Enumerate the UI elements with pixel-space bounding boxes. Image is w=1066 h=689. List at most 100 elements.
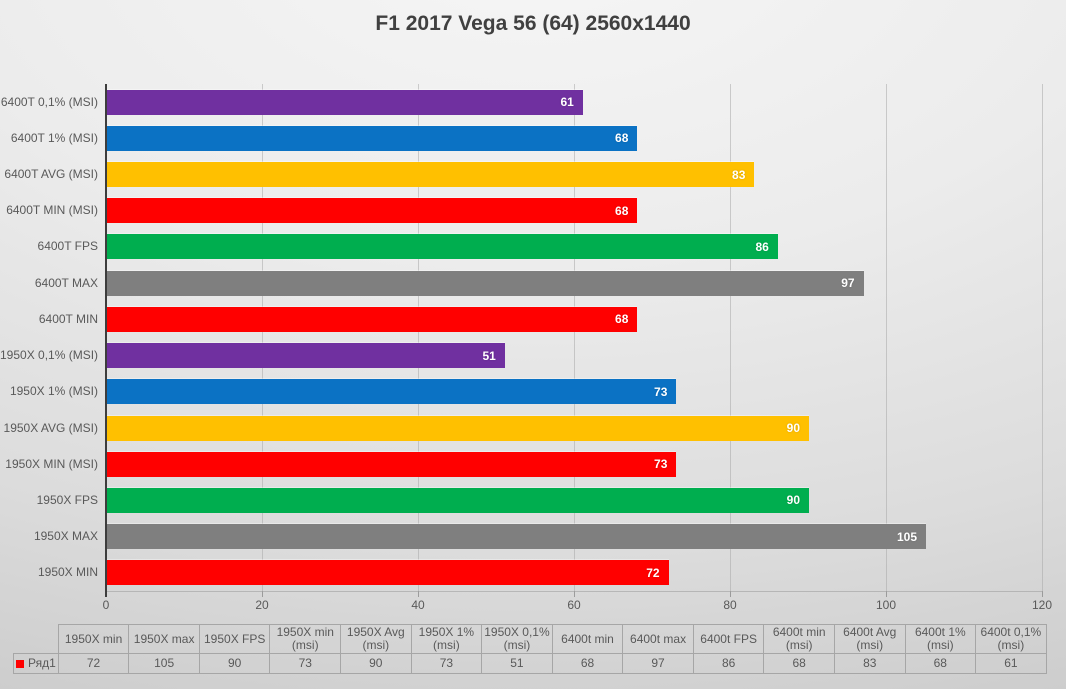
table-value-cell: 51 [481, 653, 553, 674]
bar-value-label: 61 [560, 95, 574, 110]
x-axis-tick-label: 120 [1031, 598, 1053, 612]
table-value-cell: 68 [904, 653, 977, 674]
table-header-cell: 1950X 1% (msi) [410, 624, 483, 654]
x-axis-tick-mark [418, 591, 419, 597]
table-header-cell: 6400t min [551, 624, 624, 654]
table-header-cell: 1950X min [57, 624, 130, 654]
table-header-cell: 6400t Avg (msi) [833, 624, 906, 654]
gridline [418, 84, 419, 591]
y-axis-line [105, 84, 107, 597]
gridline [1042, 84, 1043, 591]
table-value-row: Ряд1 72 105 90 73 90 73 51 68 97 86 68 83 68 61 [13, 653, 1047, 674]
bar-value-label: 90 [786, 493, 800, 508]
table-header-cell: 1950X 0,1% (msi) [481, 624, 553, 654]
bar-value-label: 73 [654, 384, 668, 399]
x-axis-tick-label: 40 [411, 598, 425, 612]
bar-value-label: 73 [654, 457, 668, 472]
bar-value-label: 90 [786, 421, 800, 436]
bar: 73 [107, 451, 677, 477]
bar: 83 [107, 162, 755, 188]
bar: 61 [107, 89, 583, 115]
gridline [262, 84, 263, 591]
table-value-cell: 97 [622, 653, 694, 674]
x-axis-tick-mark [574, 591, 575, 597]
table-header-cell: 6400t FPS [692, 624, 765, 654]
table-header-cell: 6400t min (msi) [763, 624, 835, 654]
table-value-cell: 105 [128, 653, 200, 674]
x-axis-tick-label: 0 [102, 598, 110, 612]
x-axis-line [106, 591, 1043, 592]
x-axis-tick-label: 60 [567, 598, 581, 612]
table-header-cell: 1950X min (msi) [269, 624, 342, 654]
bar: 68 [107, 125, 638, 151]
table-value-cell: 61 [975, 653, 1047, 674]
table-header-cell: 6400t 0,1% (msi) [975, 624, 1047, 654]
bar: 90 [107, 487, 809, 513]
category-label: 1950X FPS [36, 492, 98, 507]
bar: 97 [107, 270, 864, 296]
table-value-cell: 90 [340, 653, 412, 674]
x-axis-tick-mark [730, 591, 731, 597]
category-label: 6400T MIN (MSI) [6, 203, 98, 218]
category-label: 6400T MAX [34, 275, 98, 290]
table-header-cell: 6400t max [622, 624, 694, 654]
bar: 72 [107, 560, 669, 586]
gridline [730, 84, 731, 591]
bar-value-label: 97 [841, 276, 855, 291]
bar: 73 [107, 379, 677, 405]
category-label: 1950X MAX [33, 529, 98, 544]
category-label: 1950X 1% (MSI) [9, 384, 98, 399]
table-value-cell: 73 [410, 653, 483, 674]
bar-value-label: 83 [732, 167, 746, 182]
x-axis-tick-mark [1042, 591, 1043, 597]
gridline [574, 84, 575, 591]
table-corner-cell [14, 625, 59, 654]
bar: 86 [107, 234, 778, 260]
table-value-cell: 68 [551, 653, 624, 674]
bar: 51 [107, 343, 505, 369]
legend-swatch-icon [16, 659, 24, 668]
x-axis-tick-label: 80 [723, 598, 737, 612]
table-value-cell: 90 [198, 653, 271, 674]
plot-area [106, 84, 1043, 591]
category-label: 6400T FPS [37, 239, 98, 254]
table-value-cell: 72 [57, 653, 130, 674]
bar: 68 [107, 198, 638, 224]
table-header-cell: 1950X Avg (msi) [340, 624, 412, 654]
x-axis-tick-label: 100 [875, 598, 897, 612]
category-label: 6400T 0,1% (MSI) [0, 94, 98, 109]
category-label: 6400T AVG (MSI) [4, 167, 98, 182]
table-header-cell: 1950X max [128, 624, 200, 654]
table-value-cell: 86 [692, 653, 765, 674]
category-label: 1950X AVG (MSI) [3, 420, 98, 435]
gridline [886, 84, 887, 591]
bar: 68 [107, 306, 638, 332]
bar-value-label: 68 [615, 131, 629, 146]
data-table: 1950X min 1950X max 1950X FPS 1950X min (ms… [13, 624, 1047, 674]
category-label: 1950X MIN (MSI) [5, 456, 98, 471]
x-axis-tick-mark [262, 591, 263, 597]
bar: 105 [107, 524, 926, 550]
bar: 90 [107, 415, 809, 441]
legend-cell: Ряд1 [13, 653, 59, 674]
bar-value-label: 105 [896, 529, 917, 544]
chart-title: F1 2017 Vega 56 (64) 2560x1440 [375, 12, 691, 35]
bar-value-label: 68 [615, 203, 629, 218]
legend-label: Ряд1 [28, 656, 56, 670]
bar-value-label: 68 [615, 312, 629, 327]
table-header-row: 1950X min 1950X max 1950X FPS 1950X min (ms… [14, 624, 1047, 654]
bar-value-label: 51 [482, 348, 496, 363]
table-value-cell: 73 [269, 653, 342, 674]
category-label: 6400T MIN [38, 311, 98, 326]
category-label: 6400T 1% (MSI) [10, 130, 98, 145]
bar-value-label: 72 [646, 565, 660, 580]
x-axis-tick-label: 20 [255, 598, 269, 612]
table-value-cell: 68 [763, 653, 835, 674]
table-header-cell: 1950X FPS [198, 624, 271, 654]
table-value-cell: 83 [833, 653, 906, 674]
x-axis-tick-mark [886, 591, 887, 597]
category-label: 1950X MIN [37, 565, 98, 580]
table-header-cell: 6400t 1% (msi) [904, 624, 977, 654]
category-label: 1950X 0,1% (MSI) [0, 348, 99, 363]
